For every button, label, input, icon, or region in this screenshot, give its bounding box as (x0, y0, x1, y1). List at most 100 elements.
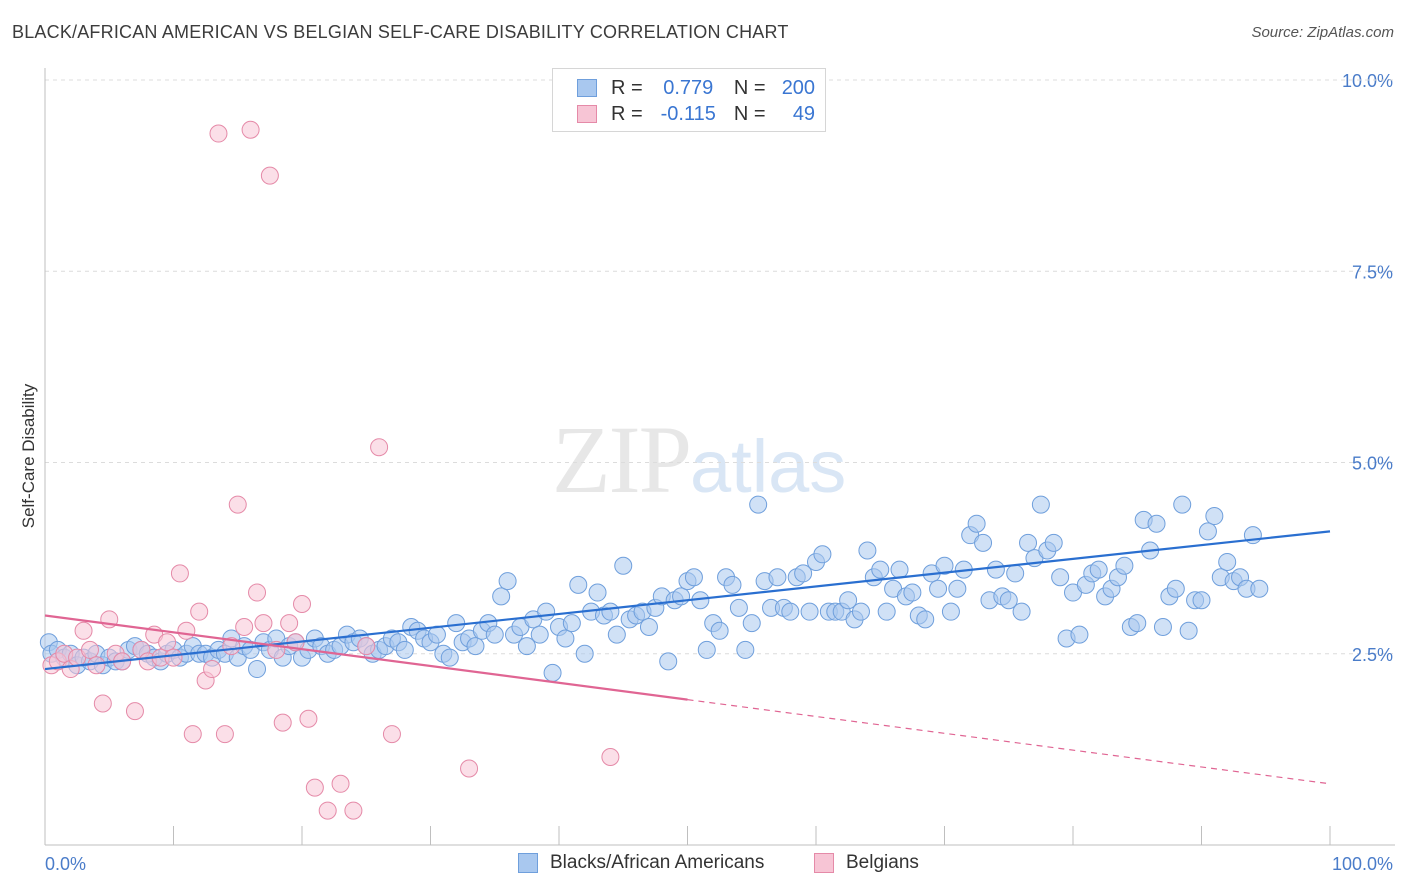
legend-swatch-blue (577, 79, 597, 97)
pink-point (254, 614, 273, 633)
blue-point (614, 556, 633, 575)
pink-point (170, 564, 189, 583)
blue-point (1147, 514, 1166, 533)
blue-point (1044, 533, 1063, 552)
blue-point (1128, 614, 1147, 633)
pink-point (260, 166, 279, 185)
pink-point (344, 801, 363, 820)
blue-point (530, 625, 549, 644)
blue-point (781, 602, 800, 621)
blue-point (1218, 552, 1237, 571)
blue-point (800, 602, 819, 621)
pink-point (203, 660, 222, 679)
watermark-zip: ZIP (552, 406, 692, 513)
blue-point (569, 575, 588, 594)
x-tick-label: 100.0% (1332, 854, 1393, 874)
blue-point (890, 560, 909, 579)
y-tick-label: 10.0% (1342, 71, 1393, 91)
bottom-legend-label-blue: Blacks/African Americans (550, 852, 765, 873)
blue-point (1012, 602, 1031, 621)
pink-point (293, 595, 311, 614)
legend-swatch-pink (577, 105, 597, 123)
blue-point (877, 602, 896, 621)
blue-point (537, 602, 556, 621)
blue-point (871, 560, 890, 579)
blue-point (1198, 522, 1217, 541)
blue-point (794, 564, 813, 583)
blue-point (543, 663, 562, 682)
blue-point (967, 514, 986, 533)
pink-point (235, 617, 254, 636)
pink-point (280, 614, 299, 633)
blue-point (440, 648, 459, 667)
legend-r-value: -0.115 (660, 102, 716, 125)
legend-r-label: R = (611, 102, 643, 125)
pink-point (80, 640, 99, 659)
y-tick-label: 7.5% (1352, 262, 1393, 282)
pink-trend-extension (687, 699, 1331, 785)
pink-point (209, 124, 228, 143)
pink-point (318, 801, 337, 820)
watermark-atlas: atlas (690, 425, 847, 508)
blue-point (1205, 507, 1224, 526)
blue-point (986, 560, 1005, 579)
blue-point (562, 614, 581, 633)
blue-point (485, 625, 504, 644)
blue-point (1006, 564, 1025, 583)
blue-point (929, 579, 948, 598)
blue-point (736, 640, 755, 659)
blue-point (935, 556, 954, 575)
pink-point (93, 694, 112, 713)
y-tick-label: 2.5% (1352, 645, 1393, 665)
blue-point (858, 541, 877, 560)
pink-point (74, 621, 93, 640)
pink-point (164, 648, 183, 667)
blue-point (1166, 579, 1185, 598)
blue-point (601, 602, 620, 621)
blue-point (498, 572, 517, 591)
blue-point (588, 583, 607, 602)
blue-point (1115, 556, 1134, 575)
blue-point (768, 568, 787, 587)
blue-point (948, 579, 967, 598)
blue-point (1051, 568, 1070, 587)
stats-legend: R = 0.779 N = 200 R = -0.115 N = 49 (552, 68, 826, 132)
blue-point (1031, 495, 1050, 514)
blue-point (639, 617, 658, 636)
pink-point (331, 774, 350, 793)
blue-point (749, 495, 768, 514)
pink-point (158, 633, 177, 652)
legend-n-label: N = (733, 102, 766, 125)
watermark: ZIPatlas (552, 404, 846, 515)
blue-point (1179, 621, 1198, 640)
pink-trend-line (44, 614, 688, 701)
blue-point (684, 568, 703, 587)
blue-point (248, 660, 267, 679)
chart-source: Source: ZipAtlas.com (1251, 24, 1394, 41)
legend-n-label: N = (733, 76, 766, 99)
blue-point (395, 640, 414, 659)
blue-point (851, 602, 870, 621)
legend-n-value: 49 (792, 102, 816, 125)
blue-point (492, 587, 511, 606)
pink-point (183, 725, 202, 744)
blue-point (1192, 591, 1211, 610)
bottom-legend-label-pink: Belgians (846, 852, 919, 873)
blue-point (447, 614, 466, 633)
blue-point (607, 625, 626, 644)
pink-point (305, 778, 324, 797)
pink-point (190, 602, 209, 621)
blue-point (999, 591, 1018, 610)
pink-point (370, 438, 389, 457)
blue-point (742, 614, 761, 633)
blue-point (723, 575, 742, 594)
legend-r-value: 0.779 (663, 76, 714, 99)
blue-point (974, 533, 993, 552)
pink-point (248, 583, 267, 602)
legend-n-value: 200 (781, 76, 816, 99)
blue-point (916, 610, 935, 629)
bottom-legend-pink: Belgians (814, 852, 919, 874)
legend-row-pink: R = -0.115 N = 49 (577, 101, 815, 127)
blue-point (659, 652, 678, 671)
blue-point (729, 598, 748, 617)
